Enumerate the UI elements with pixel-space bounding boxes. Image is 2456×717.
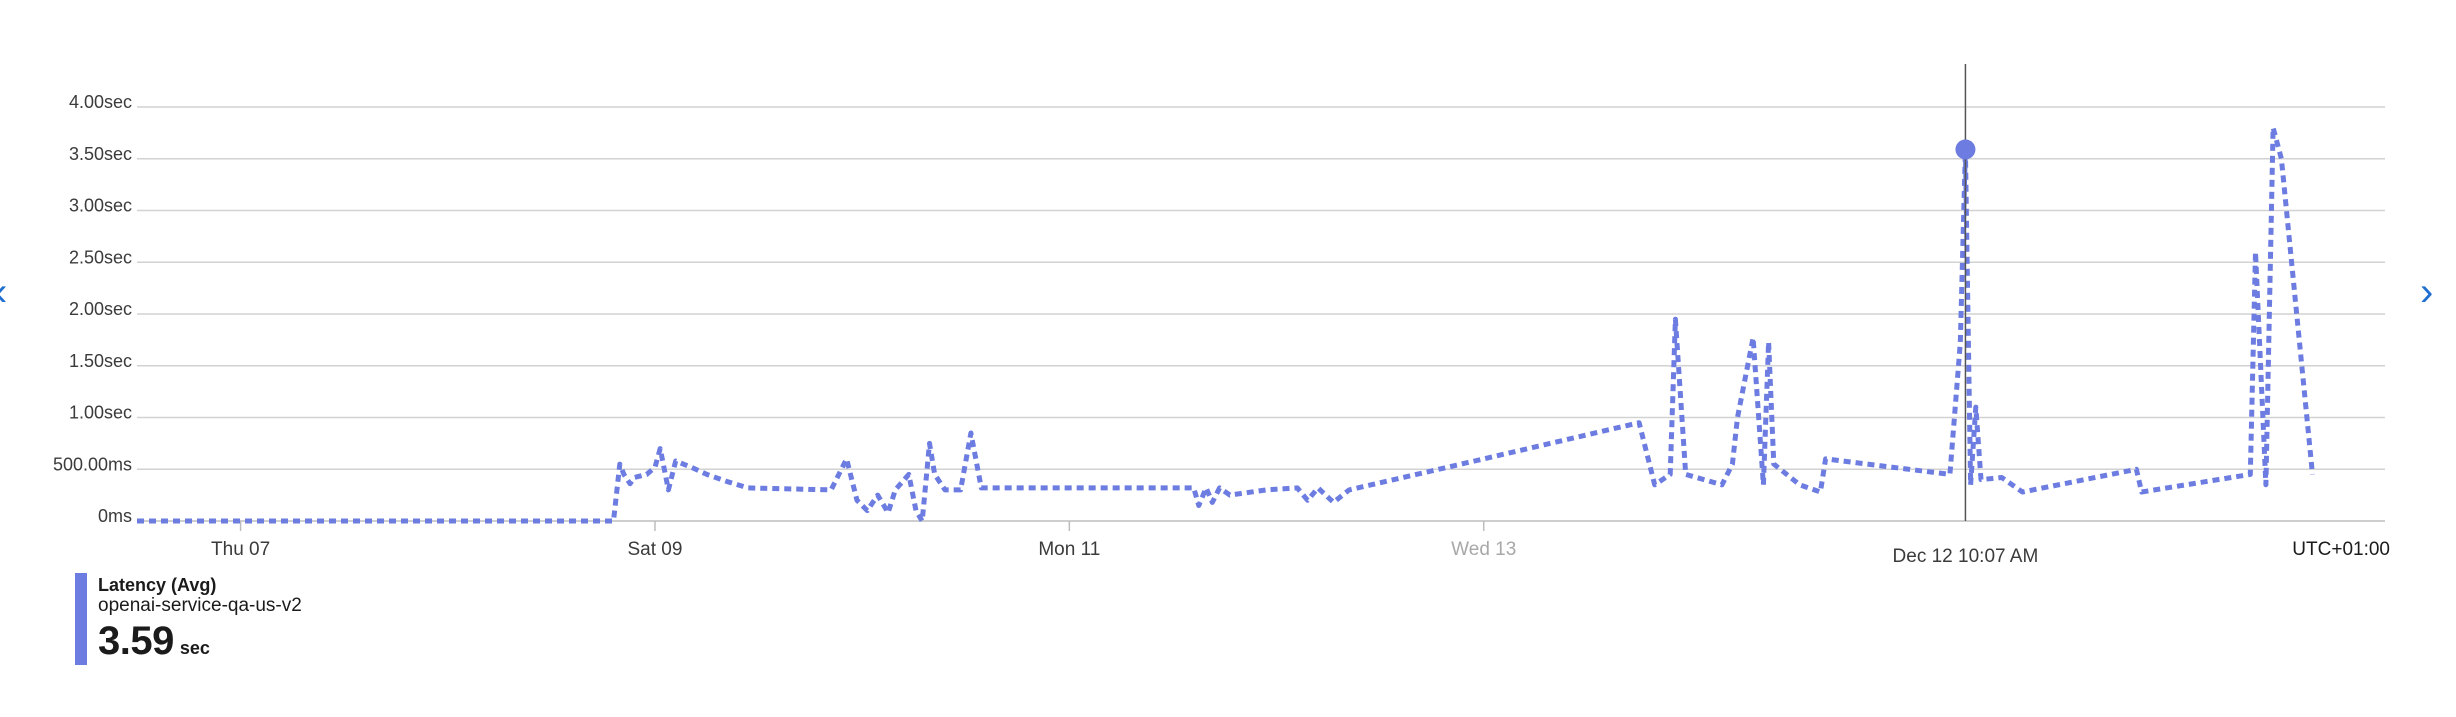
- y-tick-label: 2.50sec: [69, 247, 132, 267]
- x-tick-label: Mon 11: [1038, 539, 1100, 560]
- y-tick-label: 3.50sec: [69, 144, 132, 164]
- series-line: [137, 125, 2315, 524]
- legend-value: 3.59: [98, 619, 174, 663]
- hover-cursor: Dec 12 10:07 AM: [1893, 64, 2039, 567]
- chevron-left-icon[interactable]: ‹: [0, 272, 7, 312]
- y-tick-label: 1.50sec: [69, 351, 132, 371]
- y-tick-label: 500.00ms: [53, 454, 132, 474]
- cursor-point: [1955, 139, 1976, 160]
- x-tick-label: Thu 07: [211, 539, 270, 560]
- legend-metric-name: Latency (Avg): [98, 575, 217, 595]
- y-tick-label: 0ms: [98, 506, 132, 526]
- x-tick-label: Wed 13: [1451, 539, 1516, 560]
- timezone-label: UTC+01:00: [2292, 539, 2390, 560]
- y-tick-label: 1.00sec: [69, 403, 132, 423]
- y-tick-label: 4.00sec: [69, 92, 132, 112]
- legend-resource-name: openai-service-qa-us-v2: [98, 595, 302, 616]
- legend-text-block: Latency (Avg) openai-service-qa-us-v2 3.…: [98, 573, 302, 665]
- legend-value-row: 3.59 sec: [98, 619, 302, 663]
- cursor-time-label: Dec 12 10:07 AM: [1893, 546, 2039, 567]
- x-tick-label: Sat 09: [628, 539, 683, 560]
- chart-legend[interactable]: Latency (Avg) openai-service-qa-us-v2 3.…: [75, 573, 302, 665]
- series-layer: [137, 125, 2315, 524]
- legend-unit: sec: [179, 638, 210, 658]
- chevron-right-icon[interactable]: ›: [2420, 270, 2434, 314]
- x-axis-tick-labels: Thu 07 Sat 09 Mon 11 Wed 13 UTC+01:00: [211, 521, 2390, 560]
- gridlines: [137, 106, 2385, 522]
- legend-color-swatch: [75, 573, 87, 665]
- y-tick-label: 3.00sec: [69, 196, 132, 216]
- y-tick-label: 2.00sec: [69, 299, 132, 319]
- y-axis-tick-labels: 0ms 500.00ms 1.00sec 1.50sec 2.00sec 2.50sec 3…: [53, 92, 132, 526]
